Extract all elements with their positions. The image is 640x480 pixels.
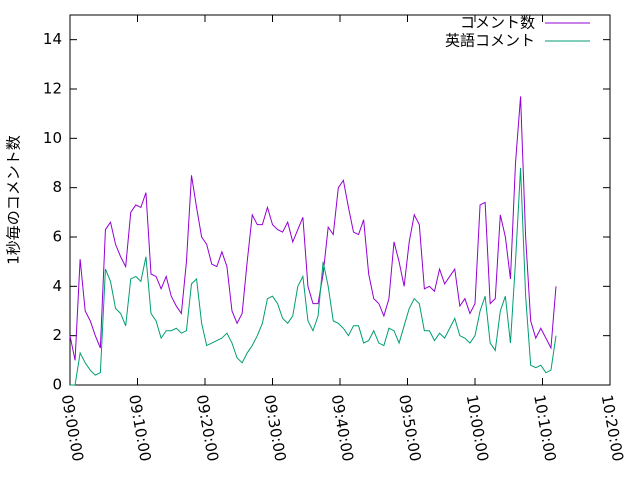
x-tick-label: 09:20:00 <box>193 393 222 462</box>
x-tick-label: 10:20:00 <box>598 393 627 462</box>
x-tick-label: 09:00:00 <box>58 393 87 462</box>
x-tick-label: 09:10:00 <box>125 393 154 462</box>
y-axis-label: 1秒毎のコメント数 <box>5 135 23 265</box>
data-line <box>70 167 557 386</box>
y-tick-label: 8 <box>52 178 62 196</box>
y-tick-label: 6 <box>52 228 62 246</box>
legend-label: 英語コメント <box>445 32 535 50</box>
x-tick-label: 09:30:00 <box>260 393 289 462</box>
data-line <box>69 96 557 361</box>
y-tick-label: 4 <box>52 277 62 295</box>
y-tick-label: 2 <box>52 326 62 344</box>
legend-label: コメント数 <box>460 14 535 32</box>
y-tick-label: 0 <box>52 376 62 394</box>
x-tick-label: 09:50:00 <box>395 393 424 462</box>
y-tick-label: 14 <box>43 30 62 48</box>
x-tick-label: 10:00:00 <box>463 393 492 462</box>
x-tick-label: 09:40:00 <box>328 393 357 462</box>
x-tick-label: 10:10:00 <box>530 393 559 462</box>
plot-border <box>69 14 611 386</box>
y-tick-label: 10 <box>43 129 62 147</box>
y-tick-label: 12 <box>43 80 62 98</box>
